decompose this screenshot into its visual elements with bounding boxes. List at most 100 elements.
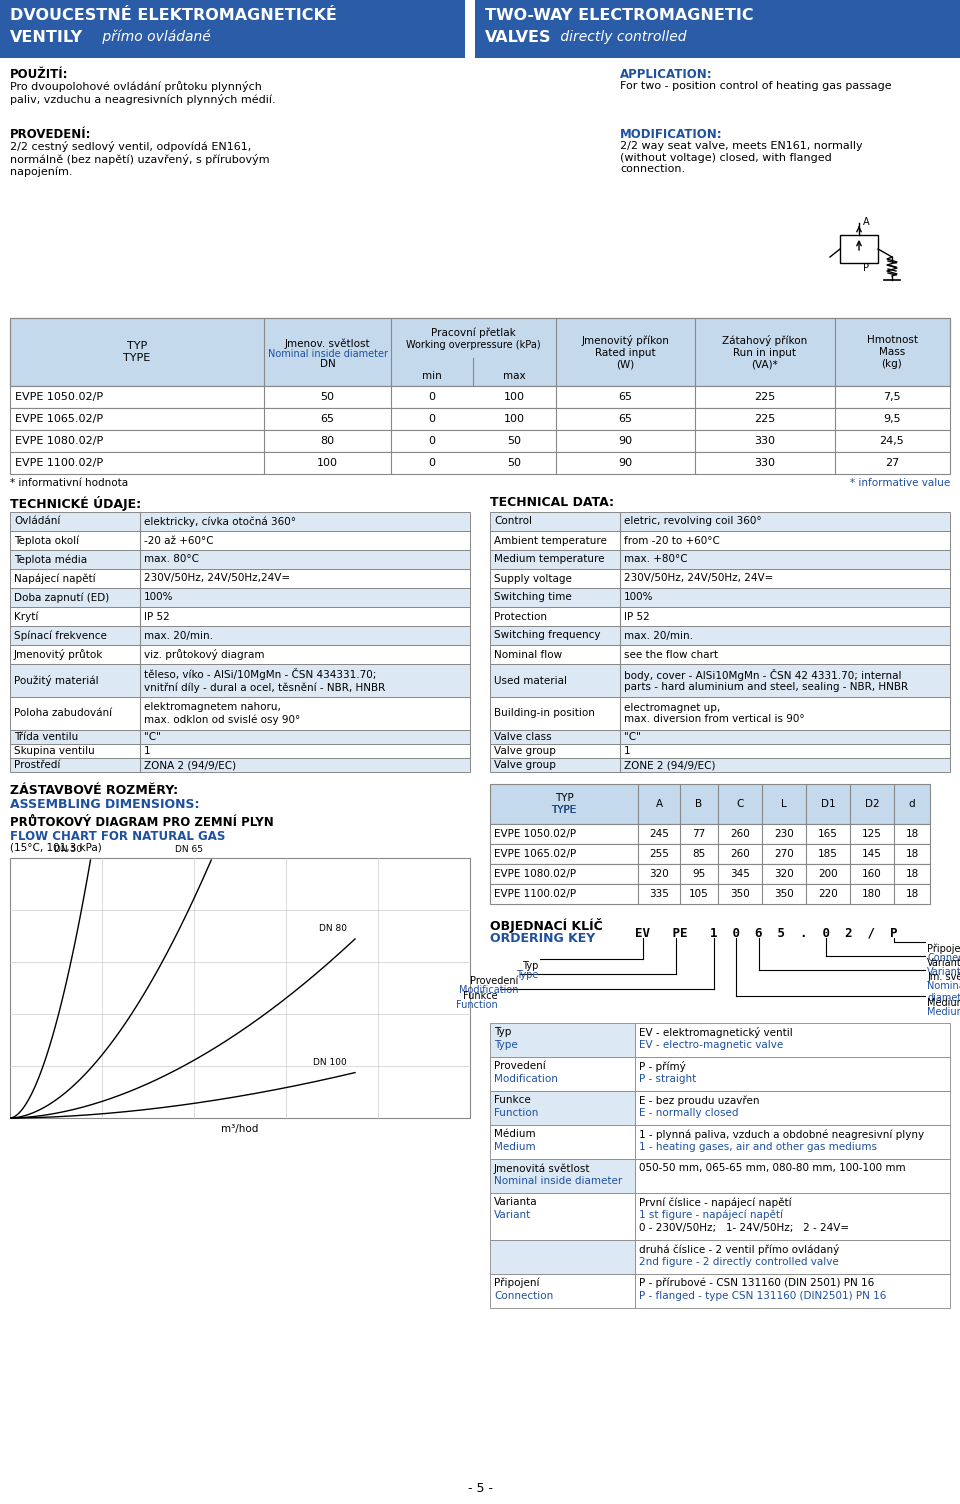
Text: 27: 27 — [885, 459, 900, 468]
Text: D1: D1 — [821, 799, 835, 809]
Bar — [490, 663, 950, 696]
Text: Valve group: Valve group — [494, 760, 556, 770]
Text: VALVES: VALVES — [485, 30, 551, 45]
Bar — [10, 626, 470, 645]
Text: Jmenov. světlost: Jmenov. světlost — [285, 338, 371, 349]
Text: Teplota okolí: Teplota okolí — [14, 535, 79, 546]
Text: elektricky, cívka otočná 360°: elektricky, cívka otočná 360° — [144, 516, 296, 526]
Text: DVOUCESTNÉ ELEKTROMAGNETICKÉ: DVOUCESTNÉ ELEKTROMAGNETICKÉ — [10, 8, 337, 23]
Text: 145: 145 — [862, 848, 882, 859]
Text: max. 80°C: max. 80°C — [144, 555, 199, 564]
Text: d: d — [909, 799, 915, 809]
Text: Building-in position: Building-in position — [494, 708, 595, 719]
Text: EV - electro-magnetic valve: EV - electro-magnetic valve — [639, 1039, 783, 1050]
Text: - 5 -: - 5 - — [468, 1481, 492, 1495]
Text: ORDERING KEY: ORDERING KEY — [490, 932, 595, 945]
Text: APPLICATION:: APPLICATION: — [620, 68, 712, 81]
Bar — [0, 0, 465, 59]
Text: Medium temperature: Medium temperature — [494, 555, 605, 564]
Text: 0: 0 — [428, 436, 436, 447]
Bar — [10, 645, 470, 663]
Text: 18: 18 — [905, 829, 919, 839]
Text: -20 až +60°C: -20 až +60°C — [144, 535, 214, 546]
Text: max. 20/min.: max. 20/min. — [624, 630, 693, 641]
Text: DN 80: DN 80 — [319, 923, 347, 932]
Text: 100%: 100% — [624, 593, 654, 603]
Text: EVPE 1050.02/P: EVPE 1050.02/P — [15, 393, 103, 402]
Text: 18: 18 — [905, 889, 919, 899]
Text: Jmenovitá světlost: Jmenovitá světlost — [494, 1163, 590, 1173]
Bar — [475, 0, 960, 59]
Text: VENTILY: VENTILY — [10, 30, 84, 45]
Text: 0: 0 — [428, 393, 436, 402]
Text: Krytí: Krytí — [14, 611, 38, 621]
Text: 220: 220 — [818, 889, 838, 899]
Text: * informative value: * informative value — [850, 478, 950, 487]
Text: EVPE 1100.02/P: EVPE 1100.02/P — [494, 889, 576, 899]
Text: 1 - heating gases, air and other gas mediums: 1 - heating gases, air and other gas med… — [639, 1142, 877, 1152]
Bar — [635, 1193, 950, 1239]
Bar — [490, 608, 950, 626]
Bar — [10, 758, 470, 772]
Text: DN 50: DN 50 — [55, 845, 83, 854]
Text: 230V/50Hz, 24V/50Hz,24V=: 230V/50Hz, 24V/50Hz,24V= — [144, 573, 290, 584]
Text: 0 - 230V/50Hz;   1- 24V/50Hz;   2 - 24V=: 0 - 230V/50Hz; 1- 24V/50Hz; 2 - 24V= — [639, 1223, 850, 1233]
Text: 320: 320 — [774, 869, 794, 878]
Text: 160: 160 — [862, 869, 882, 878]
Text: 100: 100 — [503, 414, 524, 424]
Text: Skupina ventilu: Skupina ventilu — [14, 746, 95, 757]
Bar — [10, 729, 470, 744]
Text: Poloha zabudování: Poloha zabudování — [14, 708, 112, 719]
Text: elektromagnetem nahoru,
max. odklon od svislé osy 90°: elektromagnetem nahoru, max. odklon od s… — [144, 702, 300, 725]
Text: Ambient temperature: Ambient temperature — [494, 535, 607, 546]
Text: max. 20/min.: max. 20/min. — [144, 630, 213, 641]
Text: Napájecí napětí: Napájecí napětí — [14, 573, 96, 584]
Text: 230: 230 — [774, 829, 794, 839]
Text: 2/2 cestný sedlový ventil, odpovídá EN161,
normálně (bez napětí) uzavřený, s pří: 2/2 cestný sedlový ventil, odpovídá EN16… — [10, 141, 270, 177]
Text: Modification: Modification — [494, 1074, 558, 1084]
Text: ZÁSTAVBOVÉ ROZMĚRY:: ZÁSTAVBOVÉ ROZMĚRY: — [10, 784, 179, 797]
Bar — [10, 317, 950, 387]
Bar — [635, 1160, 950, 1193]
Text: Funkce: Funkce — [464, 991, 498, 1002]
Bar — [490, 784, 930, 824]
Bar — [10, 387, 950, 408]
Text: druhá číslice - 2 ventil přímo ovládaný: druhá číslice - 2 ventil přímo ovládaný — [639, 1244, 839, 1254]
Text: 18: 18 — [905, 869, 919, 878]
Text: 350: 350 — [774, 889, 794, 899]
Text: eletric, revolving coil 360°: eletric, revolving coil 360° — [624, 516, 761, 526]
Text: 225: 225 — [754, 414, 775, 424]
Text: Připojení: Připojení — [927, 945, 960, 955]
Text: 330: 330 — [754, 459, 775, 468]
Bar — [490, 729, 950, 744]
Bar — [10, 696, 470, 729]
Bar — [490, 1057, 635, 1090]
Text: 65: 65 — [618, 393, 633, 402]
Text: 2nd figure - 2 directly controlled valve: 2nd figure - 2 directly controlled valve — [639, 1257, 839, 1266]
Text: Protection: Protection — [494, 612, 547, 621]
Text: Doba zapnutí (ED): Doba zapnutí (ED) — [14, 593, 109, 603]
Bar — [490, 884, 930, 904]
Text: Varianta: Varianta — [494, 1197, 538, 1208]
Bar — [490, 588, 950, 608]
Text: 100%: 100% — [144, 593, 174, 603]
Text: Připojení: Připojení — [494, 1278, 540, 1289]
Bar — [490, 863, 930, 884]
Bar — [490, 550, 950, 569]
Bar — [10, 663, 470, 696]
Text: Provedení: Provedení — [469, 976, 518, 987]
Text: 50: 50 — [321, 393, 334, 402]
Bar — [635, 1090, 950, 1125]
Text: Connection: Connection — [927, 954, 960, 963]
Bar — [10, 569, 470, 588]
Text: 18: 18 — [905, 848, 919, 859]
Text: 50: 50 — [507, 436, 521, 447]
Text: 165: 165 — [818, 829, 838, 839]
Text: viz. průtokový diagram: viz. průtokový diagram — [144, 650, 265, 660]
Text: 24,5: 24,5 — [879, 436, 904, 447]
Text: IP 52: IP 52 — [624, 612, 650, 621]
Text: Modification: Modification — [459, 985, 518, 996]
Bar — [635, 1023, 950, 1057]
Bar — [635, 1274, 950, 1308]
Text: ZONE 2 (94/9/EC): ZONE 2 (94/9/EC) — [624, 760, 715, 770]
